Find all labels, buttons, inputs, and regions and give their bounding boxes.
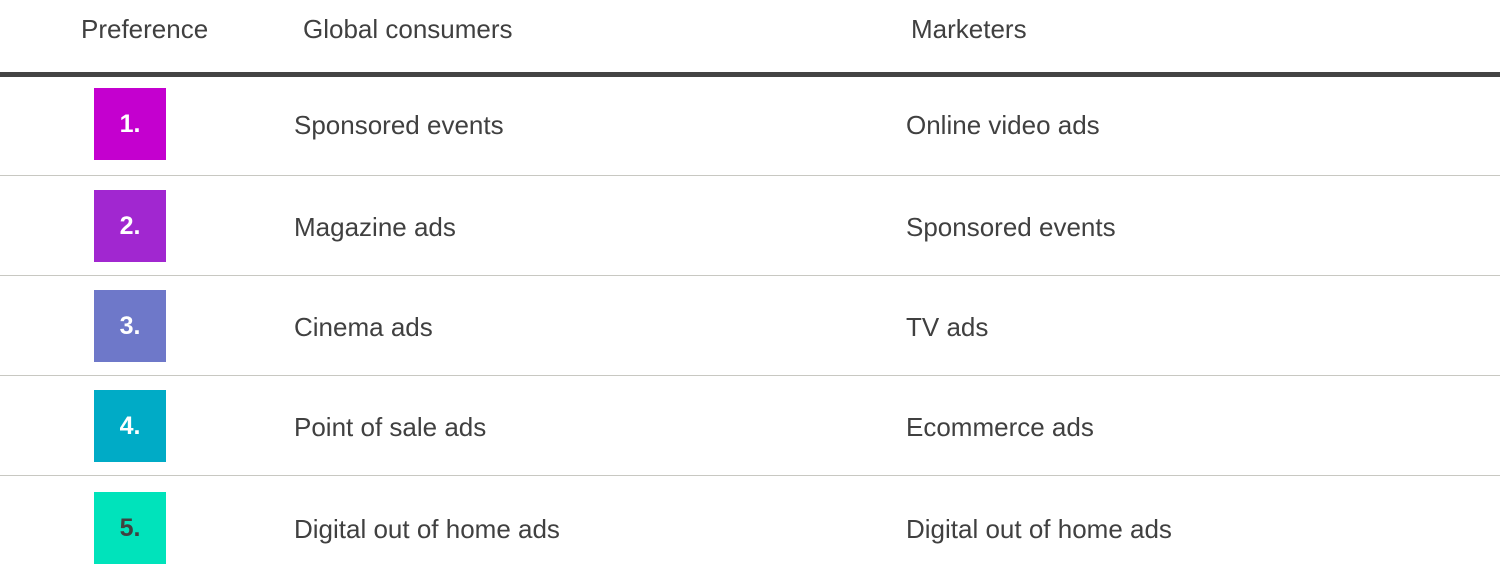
row-divider	[0, 175, 1500, 176]
rank-badge: 2.	[94, 190, 166, 262]
marketers-cell: Online video ads	[906, 110, 1100, 140]
consumers-cell: Point of sale ads	[294, 412, 487, 442]
row-divider	[0, 275, 1500, 276]
consumers-cell: Sponsored events	[294, 110, 504, 140]
header-preference: Preference	[81, 14, 209, 44]
rank-badge: 4.	[94, 390, 166, 462]
consumers-cell: Magazine ads	[294, 212, 456, 242]
marketers-cell: Digital out of home ads	[906, 514, 1172, 544]
row-divider	[0, 475, 1500, 476]
header-divider	[0, 72, 1500, 77]
consumers-cell: Digital out of home ads	[294, 514, 560, 544]
header-marketers: Marketers	[911, 14, 1027, 44]
rank-badge: 1.	[94, 88, 166, 160]
rank-badge: 3.	[94, 290, 166, 362]
row-divider	[0, 375, 1500, 376]
marketers-cell: Ecommerce ads	[906, 412, 1094, 442]
marketers-cell: Sponsored events	[906, 212, 1116, 242]
header-global-consumers: Global consumers	[303, 14, 513, 44]
marketers-cell: TV ads	[906, 312, 989, 342]
rank-badge: 5.	[94, 492, 166, 564]
consumers-cell: Cinema ads	[294, 312, 433, 342]
